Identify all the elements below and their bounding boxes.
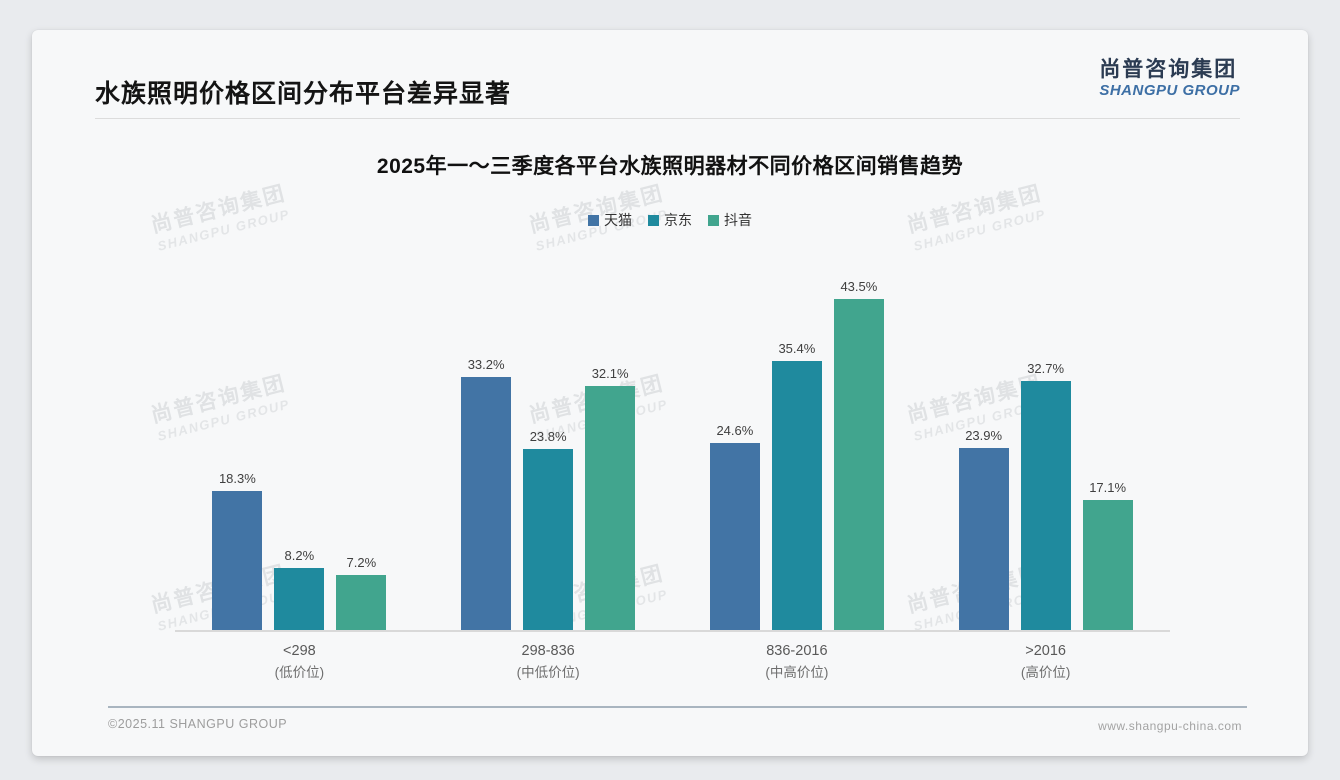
category-label-main: <298 bbox=[283, 643, 316, 659]
bar-unit: 17.1% bbox=[1082, 480, 1133, 630]
bar-value-label: 35.4% bbox=[778, 341, 816, 356]
bar-value-label: 32.1% bbox=[591, 366, 629, 381]
bar-value-label: 24.6% bbox=[716, 423, 754, 438]
title-divider bbox=[95, 118, 1240, 119]
bar-天猫 bbox=[212, 491, 263, 630]
watermark-text-cn: 尚普咨询集团 bbox=[148, 181, 289, 238]
legend-item: 天猫 bbox=[588, 210, 632, 230]
bar-value-label: 23.9% bbox=[965, 428, 1003, 443]
logo-text-cn: 尚普咨询集团 bbox=[1099, 58, 1238, 81]
chart-title: 2025年一～三季度各平台水族照明器材不同价格区间销售趋势 bbox=[376, 155, 964, 178]
bar-value-label: 23.8% bbox=[529, 429, 567, 444]
bar-京东 bbox=[523, 449, 574, 630]
bar-group: 33.2% 23.8% 32.1% bbox=[424, 357, 673, 630]
bar-value-label: 18.3% bbox=[218, 471, 256, 486]
bar-天猫 bbox=[461, 377, 512, 630]
bar-天猫 bbox=[709, 443, 760, 630]
legend-swatch bbox=[708, 214, 719, 226]
category-label-main: 298-836 bbox=[521, 643, 575, 659]
logo-text-en: SHANGPU GROUP bbox=[1099, 82, 1240, 100]
category-label-sub: (高价位) bbox=[1020, 665, 1071, 680]
legend-item: 抖音 bbox=[708, 210, 752, 230]
bar-value-label: 33.2% bbox=[467, 357, 505, 372]
footer-website: www.shangpu-china.com bbox=[1098, 719, 1242, 733]
bar-京东 bbox=[771, 361, 822, 630]
bar-unit: 24.6% bbox=[709, 423, 760, 630]
legend-label: 京东 bbox=[664, 212, 692, 228]
bar-unit: 23.9% bbox=[958, 428, 1009, 630]
legend-label: 天猫 bbox=[604, 212, 632, 228]
footer-copyright: ©2025.11 SHANGPU GROUP bbox=[108, 717, 288, 731]
bar-unit: 32.1% bbox=[585, 366, 636, 630]
bar-抖音 bbox=[1082, 500, 1133, 630]
x-axis-line bbox=[175, 630, 1170, 632]
category-labels: <298 (低价位) 298-836 (中低价位) 836-2016 (中高价位) >201… bbox=[175, 640, 1170, 684]
bar-unit: 32.7% bbox=[1020, 361, 1071, 630]
bar-unit: 18.3% bbox=[212, 471, 263, 630]
bar-group: 18.3% 8.2% 7.2% bbox=[175, 471, 424, 630]
category-label-main: 836-2016 bbox=[766, 643, 828, 659]
legend-swatch bbox=[588, 214, 599, 226]
category-label: 836-2016 (中高价位) bbox=[673, 640, 922, 684]
bar-天猫 bbox=[958, 448, 1009, 630]
bar-抖音 bbox=[336, 575, 387, 630]
bar-group: 24.6% 35.4% 43.5% bbox=[673, 279, 922, 630]
watermark-text-cn: 尚普咨询集团 bbox=[526, 181, 667, 238]
bar-unit: 23.8% bbox=[523, 429, 574, 630]
bar-京东 bbox=[274, 568, 325, 630]
bar-unit: 7.2% bbox=[336, 555, 387, 630]
bar-value-label: 17.1% bbox=[1089, 480, 1127, 495]
plot-area: 18.3% 8.2% 7.2% 33.2% 23.8% 32.1% 24.6% 35.4% 43… bbox=[175, 248, 1170, 630]
bar-value-label: 7.2% bbox=[346, 555, 377, 570]
bar-unit: 8.2% bbox=[274, 548, 325, 630]
bar-unit: 43.5% bbox=[833, 279, 884, 630]
footer-divider bbox=[108, 706, 1247, 708]
category-label: >2016 (高价位) bbox=[921, 640, 1170, 684]
category-label-sub: (中低价位) bbox=[516, 665, 580, 680]
slide-card: 尚普咨询集团 SHANGPU GROUP 尚普咨询集团 SHANGPU GROUP 尚普… bbox=[32, 30, 1308, 756]
chart-legend: 天猫 京东 抖音 bbox=[32, 210, 1308, 230]
page-title: 水族照明价格区间分布平台差异显著 bbox=[95, 80, 512, 108]
bar-unit: 33.2% bbox=[461, 357, 512, 630]
bar-抖音 bbox=[585, 386, 636, 630]
bar-京东 bbox=[1020, 381, 1071, 630]
bar-抖音 bbox=[833, 299, 884, 630]
legend-item: 京东 bbox=[648, 210, 692, 230]
category-label-sub: (中高价位) bbox=[765, 665, 829, 680]
bar-value-label: 32.7% bbox=[1027, 361, 1065, 376]
category-label: 298-836 (中低价位) bbox=[424, 640, 673, 684]
company-logo: 尚普咨询集团 SHANGPU GROUP bbox=[1099, 58, 1240, 99]
category-label-main: >2016 bbox=[1025, 643, 1066, 659]
bar-value-label: 43.5% bbox=[840, 279, 878, 294]
watermark-text-cn: 尚普咨询集团 bbox=[904, 181, 1045, 238]
category-label-sub: (低价位) bbox=[274, 665, 325, 680]
legend-swatch bbox=[648, 214, 659, 226]
bar-value-label: 8.2% bbox=[284, 548, 315, 563]
category-label: <298 (低价位) bbox=[175, 640, 424, 684]
legend-label: 抖音 bbox=[724, 212, 752, 228]
bar-unit: 35.4% bbox=[771, 341, 822, 630]
bar-group: 23.9% 32.7% 17.1% bbox=[921, 361, 1170, 630]
